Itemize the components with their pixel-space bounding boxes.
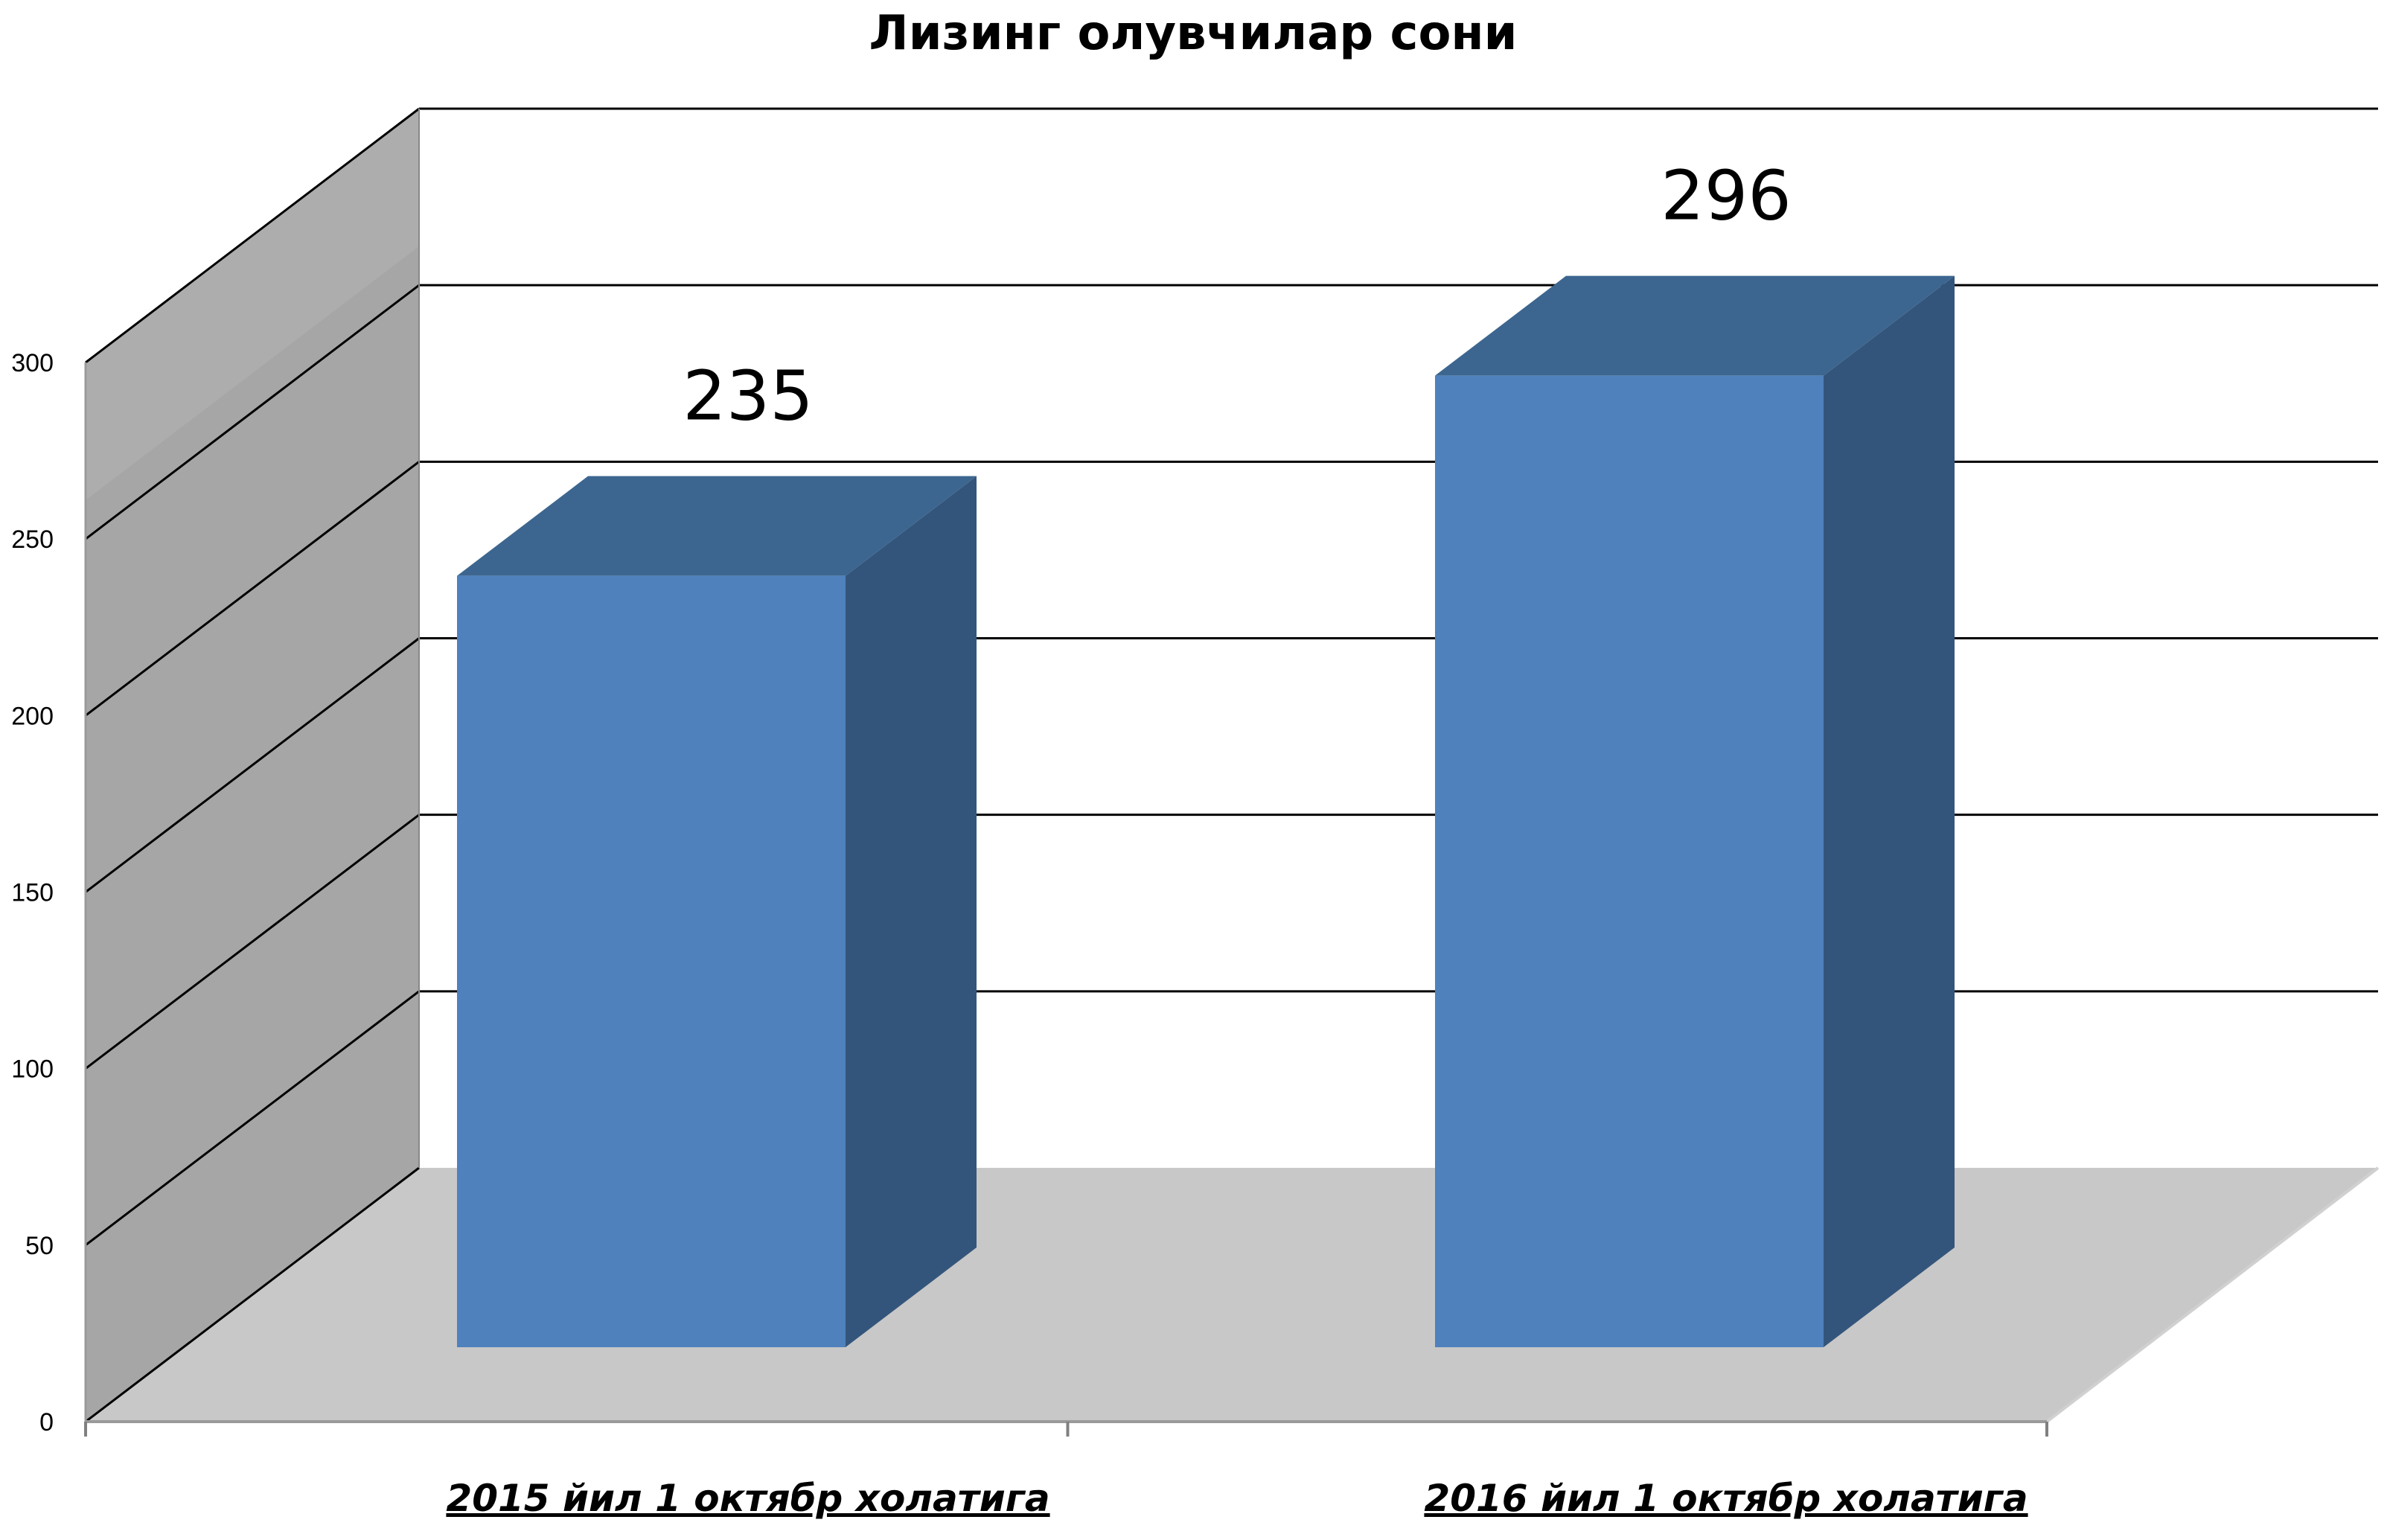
y-tick-label: 200 bbox=[11, 702, 54, 730]
y-tick-label: 250 bbox=[11, 525, 54, 554]
bar-1 bbox=[457, 575, 846, 1347]
gridline-diagonal bbox=[85, 814, 420, 1070]
gridlines bbox=[85, 107, 2378, 1423]
bar-top-2 bbox=[1435, 275, 1955, 376]
floor-edge bbox=[2045, 1166, 2380, 1423]
gridline-diagonal bbox=[85, 107, 420, 364]
chart-walls bbox=[86, 109, 2380, 1423]
y-tick-label: 0 bbox=[39, 1408, 54, 1437]
bar-side-2 bbox=[1824, 275, 1955, 1347]
category-label-2: 2016 йил 1 октябр холатига bbox=[1424, 1477, 2027, 1520]
bar-top-1 bbox=[457, 476, 977, 576]
bar-2 bbox=[1435, 375, 1824, 1347]
y-tick-label: 150 bbox=[11, 879, 54, 907]
bar-side-1 bbox=[846, 476, 977, 1347]
gridline-diagonal bbox=[85, 1166, 420, 1423]
y-tick-label: 50 bbox=[25, 1232, 54, 1260]
gridline-diagonal bbox=[85, 990, 420, 1247]
data-label-2: 296 bbox=[1661, 156, 1792, 236]
y-tick-label: 100 bbox=[11, 1055, 54, 1084]
chart-text: Лизинг олувчилар сони 235 2015 йил 1 октя… bbox=[11, 6, 2027, 1520]
chart-title: Лизинг олувчилар сони bbox=[869, 6, 1518, 61]
left-wall-highlight bbox=[86, 109, 419, 500]
bars bbox=[457, 275, 1955, 1347]
gridline-diagonal bbox=[85, 637, 420, 893]
gridline-diagonal bbox=[85, 461, 420, 717]
gridline-diagonal bbox=[85, 284, 420, 540]
axes bbox=[84, 362, 2048, 1437]
category-label-1: 2015 йил 1 октябр холатига bbox=[446, 1477, 1049, 1520]
data-label-1: 235 bbox=[683, 357, 814, 436]
y-tick-label: 300 bbox=[11, 349, 54, 377]
